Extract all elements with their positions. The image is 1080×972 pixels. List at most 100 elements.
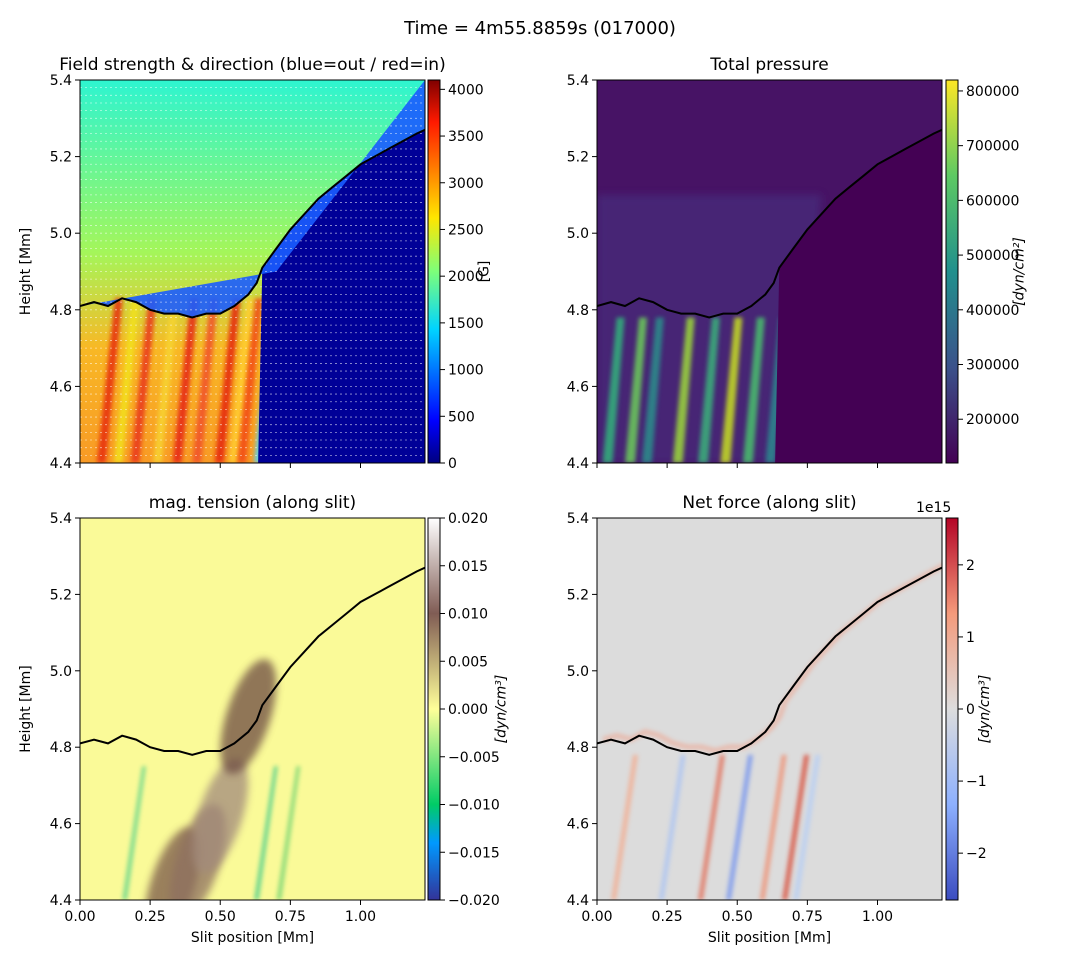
panel-4: Net force (along slit) 4.4 4.6 4.8 5.0 5.2 5.4… [567,493,993,946]
flux-tube-3 [130,298,157,463]
y-tick-label: 5.0 [50,226,72,242]
heatmap-field [80,80,425,463]
colorbar-tick-label: 0.015 [448,559,488,575]
force-streak-4 [726,754,754,900]
flux-tube-6 [192,298,219,463]
x-tick-label: 0.25 [652,909,683,925]
x-axis-label: Slit position [Mm] [191,930,314,946]
colorbar [945,79,959,464]
colorbar-tick-label: −2 [966,846,987,862]
y-tick-label: 5.0 [567,226,589,242]
colorbar-tick-label: 700000 [966,139,1019,155]
x-tick-label: 0.75 [792,909,823,925]
x-tick-label: 1.00 [862,909,893,925]
y-tick-label: 4.8 [50,303,72,319]
y-tick-label: 4.6 [50,817,72,833]
colorbar-tick-label: 1500 [448,316,484,332]
colorbar-tick-label: 500 [448,409,475,425]
force-streak-3 [697,754,725,900]
colorbar-tick-label: −0.015 [448,845,500,861]
flux-tube-9 [237,298,264,463]
colorbar-tick-label: 500000 [966,248,1019,264]
y-tick-label: 5.4 [567,511,589,527]
force-streak-7 [793,754,821,900]
colorbar-tick-label: 0.005 [448,654,488,670]
y-tick-label: 5.0 [567,664,589,680]
x-tick-label: 0.50 [722,909,753,925]
x-axis-label: Slit position [Mm] [708,930,831,946]
y-tick-label: 5.4 [50,511,72,527]
colorbar-tick-label: 4000 [448,82,484,98]
y-axis-label: Height [Mm] [18,665,34,752]
y-tick-label: 4.6 [50,379,72,395]
x-tick-label: 0.25 [135,909,166,925]
panel-title: Total pressure [709,55,829,75]
boundary-curve [80,128,425,319]
axes-frame [79,79,426,464]
colorbar-tick-label: −0.005 [448,750,500,766]
y-tick-label: 4.8 [567,740,589,756]
colorbar-tick-label: −0.010 [448,798,500,814]
heatmap-field [80,518,425,900]
axes-frame [596,79,943,464]
tension-blob-4 [220,659,277,775]
pressure-streak-4 [672,317,695,463]
colorbar-label: [dyn/cm³] [494,675,510,744]
y-tick-label: 5.2 [50,587,72,603]
colorbar-tick-label: 3500 [448,129,484,145]
x-tick-label: 0.50 [205,909,236,925]
y-tick-label: 5.4 [50,73,72,89]
colorbar-tick-label: 2000 [448,269,484,285]
y-tick-label: 5.2 [50,150,72,166]
force-streak-6 [782,754,810,900]
y-tick-label: 4.4 [567,893,589,909]
flux-tube-7 [214,298,241,463]
colorbar-label: [dyn/cm²] [1012,237,1028,306]
colorbar [945,517,959,901]
colorbar-tick-label: 0 [448,456,457,472]
y-tick-label: 4.8 [50,740,72,756]
force-streak-2 [658,754,686,900]
colorbar-tick-label: 800000 [966,84,1019,100]
pressure-streak-3 [641,317,664,463]
x-tick-label: 0.00 [581,909,612,925]
figure-suptitle: Time = 4m55.8859s (017000) [403,18,676,39]
low-pressure-region [775,80,942,463]
y-tick-label: 4.8 [567,303,589,319]
flux-tube-1 [96,298,123,463]
flux-tube-4 [152,298,179,463]
compression-streak-2 [253,766,278,900]
x-tick-label: 0.75 [275,909,306,925]
y-tick-label: 4.6 [567,379,589,395]
panel-title: Net force (along slit) [682,493,856,513]
y-axis-label: Height [Mm] [18,228,34,315]
pressure-streak-5 [697,317,720,463]
flux-tube-8 [228,298,255,463]
colorbar-tick-label: 1000 [448,363,484,379]
colorbar [427,517,441,901]
tension-blob-3 [192,758,249,874]
pressure-streak-2 [625,317,648,463]
flux-tube-2 [113,298,140,463]
y-tick-label: 4.4 [50,893,72,909]
colorbar-tick-label: 3000 [448,176,484,192]
compression-streak-1 [122,766,147,900]
boundary-curve [597,566,942,756]
colorbar-tick-label: 400000 [966,303,1019,319]
pressure-streak-1 [602,317,625,463]
colorbar-tick-label: 300000 [966,358,1019,374]
colorbar-tick-label: 0.000 [448,702,488,718]
panel-1: Field strength & direction (blue=out / r… [18,55,492,472]
pressure-streak-6 [720,317,743,463]
colorbar-label: [G] [476,261,492,283]
colorbar-tick-label: 0.020 [448,511,488,527]
colorbar-tick-label: 2500 [448,222,484,238]
boundary-curve [80,566,425,756]
colorbar-label: [dyn/cm³] [977,675,993,744]
colorbar-tick-label: 2 [966,558,975,574]
panel-title: Field strength & direction (blue=out / r… [59,55,445,75]
panel-3: mag. tension (along slit) 4.4 4.6 4.8 5.0 5.2… [18,493,510,946]
colorbar-tick-label: 600000 [966,193,1019,209]
heatmap-field [597,518,942,900]
